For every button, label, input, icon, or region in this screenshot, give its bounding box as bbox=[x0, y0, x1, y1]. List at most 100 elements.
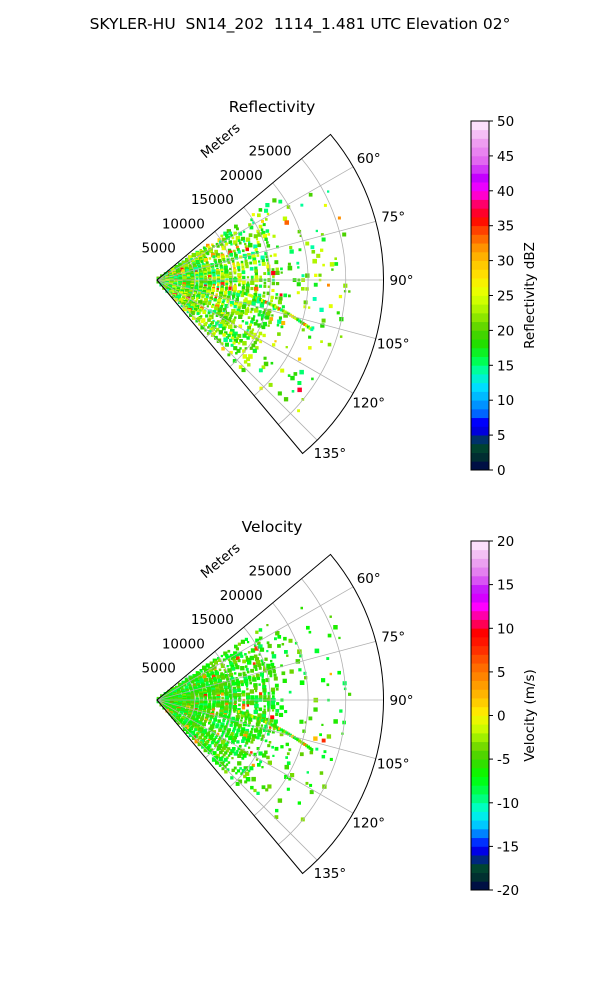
velocity-echo-cell bbox=[238, 751, 243, 756]
reflectivity-echo-cell bbox=[220, 234, 224, 238]
velocity-echo-cell bbox=[267, 708, 271, 712]
reflectivity-echo-cell bbox=[256, 254, 260, 257]
reflectivity-colorbar-band bbox=[471, 208, 489, 218]
velocity-echo-cell bbox=[223, 684, 227, 687]
reflectivity-echo-cell bbox=[261, 325, 266, 330]
velocity-echo-cell bbox=[240, 683, 244, 687]
reflectivity-echo-cell bbox=[221, 255, 226, 260]
velocity-echo-cell bbox=[228, 728, 231, 732]
velocity-echo-cell bbox=[233, 766, 237, 770]
velocity-colorbar-band bbox=[471, 750, 489, 760]
reflectivity-echo-cell bbox=[242, 230, 246, 233]
reflectivity-echo-cell bbox=[188, 255, 193, 260]
velocity-echo-cell bbox=[277, 798, 283, 803]
reflectivity-echo-cell bbox=[236, 227, 239, 231]
velocity-echo-cell bbox=[239, 767, 242, 770]
reflectivity-echo-cell bbox=[241, 320, 245, 323]
velocity-echo-cell bbox=[261, 719, 264, 722]
reflectivity-echo-cell bbox=[242, 354, 248, 359]
velocity-echo-cell bbox=[233, 695, 238, 700]
velocity-echo-cell bbox=[233, 751, 238, 756]
velocity-colorbar-band bbox=[471, 802, 489, 812]
velocity-echo-cell bbox=[250, 740, 254, 744]
velocity-echo-cell bbox=[237, 726, 241, 730]
velocity-echo-cell bbox=[308, 746, 312, 750]
reflectivity-echo-cell bbox=[260, 228, 264, 231]
velocity-echo-cell bbox=[233, 735, 237, 740]
reflectivity-echo-cell bbox=[187, 293, 192, 298]
reflectivity-echo-cell bbox=[229, 338, 233, 343]
reflectivity-echo-cell bbox=[277, 332, 281, 336]
velocity-echo-cell bbox=[193, 675, 198, 680]
reflectivity-echo-cell bbox=[201, 293, 205, 298]
reflectivity-echo-cell bbox=[216, 312, 220, 316]
reflectivity-echo-cell bbox=[216, 289, 219, 293]
reflectivity-echo-cell bbox=[254, 290, 258, 294]
velocity-echo-cell bbox=[218, 713, 223, 718]
reflectivity-echo-cell bbox=[254, 248, 258, 252]
velocity-echo-cell bbox=[216, 745, 222, 750]
reflectivity-echo-cell bbox=[256, 240, 260, 244]
reflectivity-echo-cell bbox=[262, 311, 267, 315]
reflectivity-echo-cell bbox=[286, 205, 291, 209]
velocity-echo-cell bbox=[285, 756, 288, 759]
reflectivity-echo-cell bbox=[217, 238, 222, 243]
velocity-echo-cell bbox=[215, 711, 219, 714]
reflectivity-echo-cell bbox=[289, 313, 292, 317]
reflectivity-colorbar-band bbox=[471, 278, 489, 288]
reflectivity-echo-cell bbox=[322, 263, 325, 267]
reflectivity-echo-cell bbox=[271, 281, 276, 286]
velocity-echo-cell bbox=[229, 672, 234, 677]
reflectivity-echo-cell bbox=[251, 301, 256, 306]
velocity-echo-cell bbox=[245, 655, 248, 659]
reflectivity-echo-cell bbox=[246, 281, 250, 284]
reflectivity-echo-cell bbox=[217, 308, 222, 313]
reflectivity-echo-cell bbox=[234, 224, 238, 229]
velocity-echo-cell bbox=[208, 700, 212, 703]
reflectivity-azimuth-tick-label: 75° bbox=[381, 210, 405, 226]
velocity-colorbar-tick-label: 20 bbox=[497, 534, 514, 550]
reflectivity-echo-cell bbox=[243, 299, 248, 304]
reflectivity-echo-cell bbox=[215, 314, 219, 317]
reflectivity-echo-cell bbox=[230, 328, 235, 334]
reflectivity-echo-cell bbox=[218, 260, 223, 265]
reflectivity-echo-cell bbox=[266, 244, 271, 248]
velocity-echo-cell bbox=[305, 781, 309, 785]
velocity-echo-cell bbox=[255, 630, 259, 634]
reflectivity-colorbar-band bbox=[471, 312, 489, 323]
reflectivity-echo-cell bbox=[233, 346, 238, 351]
reflectivity-echo-cell bbox=[287, 312, 291, 316]
velocity-echo-cell bbox=[255, 701, 258, 705]
velocity-echo-cell bbox=[261, 676, 264, 679]
reflectivity-echo-cell bbox=[242, 253, 247, 258]
reflectivity-echo-cell bbox=[241, 265, 245, 269]
velocity-colorbar-band bbox=[471, 567, 489, 577]
reflectivity-echo-cell bbox=[260, 255, 265, 260]
velocity-echo-cell bbox=[262, 727, 268, 732]
velocity-echo-cell bbox=[226, 722, 229, 726]
reflectivity-echo-cell bbox=[216, 244, 220, 248]
velocity-echo-cell bbox=[281, 643, 285, 646]
velocity-echo-cell bbox=[263, 695, 267, 699]
velocity-echo-cell bbox=[214, 683, 219, 688]
reflectivity-echo-cell bbox=[207, 271, 212, 276]
velocity-echo-cell bbox=[257, 732, 262, 737]
velocity-echo-cell bbox=[249, 700, 255, 706]
reflectivity-echo-cell bbox=[234, 302, 238, 307]
velocity-echo-cell bbox=[275, 709, 280, 713]
velocity-echo-cell bbox=[227, 747, 231, 751]
velocity-echo-cell bbox=[274, 725, 278, 729]
reflectivity-echo-cell bbox=[206, 290, 211, 295]
velocity-echo-cell bbox=[240, 680, 244, 684]
reflectivity-echo-cell bbox=[235, 352, 238, 355]
velocity-echo-cell bbox=[228, 693, 234, 698]
velocity-echo-cell bbox=[269, 719, 274, 723]
velocity-echo-cell bbox=[237, 642, 241, 646]
reflectivity-echo-cell bbox=[211, 288, 216, 293]
reflectivity-echo-cell bbox=[202, 300, 207, 305]
velocity-echo-cell bbox=[294, 641, 298, 645]
reflectivity-echo-cell bbox=[255, 238, 259, 241]
reflectivity-echo-cell bbox=[230, 314, 233, 318]
reflectivity-echo-cell bbox=[240, 236, 245, 241]
velocity-colorbar-band bbox=[471, 767, 489, 777]
